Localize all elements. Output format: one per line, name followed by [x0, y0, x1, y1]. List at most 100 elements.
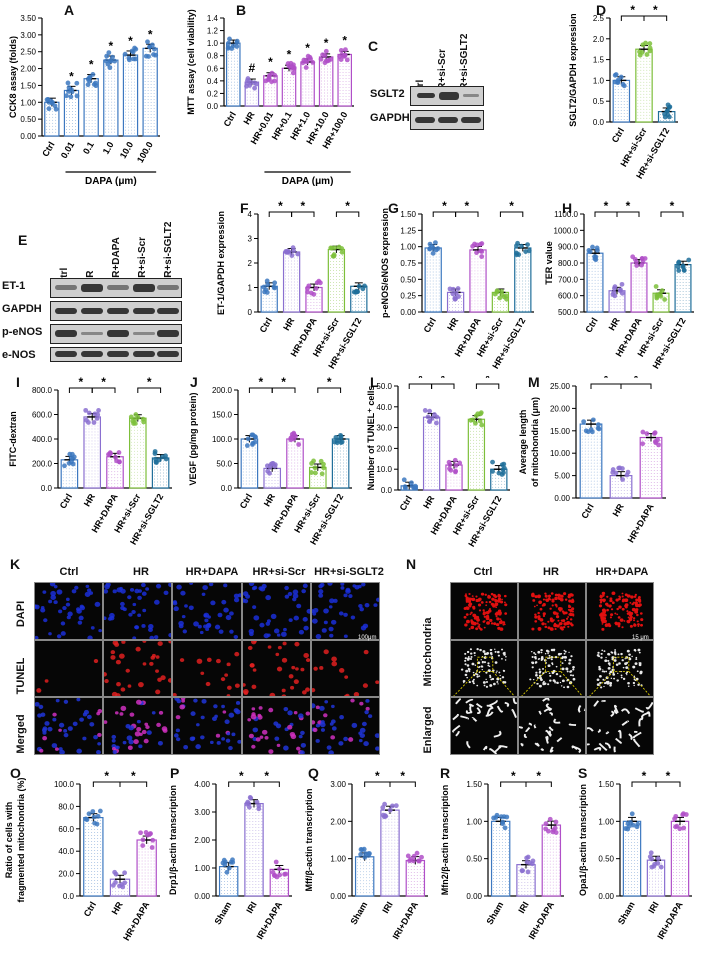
bar-pattern-dot	[588, 457, 589, 458]
bar-pattern-dot	[262, 806, 263, 807]
bar-pattern-dot	[140, 424, 141, 425]
bar-pattern-dot	[430, 284, 431, 285]
bar-pattern-dot	[454, 486, 455, 487]
bar-pattern-dot	[278, 887, 279, 888]
bar-pattern-dot	[612, 478, 613, 479]
bar-pattern-dot	[148, 81, 149, 82]
bar-pattern-dot	[131, 439, 132, 440]
bar-pattern-dot	[686, 282, 687, 283]
y-tick-label: 600.0	[558, 292, 579, 301]
bar-pattern-dot	[498, 478, 499, 479]
bar-pattern-dot	[154, 60, 155, 61]
bar-pattern-dot	[642, 293, 643, 294]
bar-pattern-dot	[285, 276, 286, 277]
bar-pattern-dot	[72, 471, 73, 472]
bar-pattern-dot	[591, 439, 592, 440]
bar-pattern-dot	[92, 105, 93, 106]
data-point	[504, 294, 509, 299]
bar-pattern-dot	[482, 440, 483, 441]
bar-pattern-dot	[475, 283, 476, 284]
bar-pattern-dot	[288, 267, 289, 268]
bar-pattern-dot	[111, 117, 112, 118]
bar-pattern-dot	[597, 472, 598, 473]
bar-pattern-dot	[95, 450, 96, 451]
bar-pattern-dot	[598, 304, 599, 305]
bar-pattern-dot	[142, 873, 143, 874]
bar-pattern-dot	[237, 85, 238, 86]
bar-pattern-dot	[522, 272, 523, 273]
bar-pattern-dot	[427, 311, 428, 312]
bar-pattern-dot	[428, 480, 429, 481]
bar-pattern-dot	[98, 423, 99, 424]
bar-pattern-dot	[284, 101, 285, 102]
bar-pattern-dot	[591, 460, 592, 461]
data-point	[655, 437, 660, 442]
bar-pattern-dot	[651, 494, 652, 495]
bar-pattern-dot	[597, 460, 598, 461]
bar-pattern-dot	[294, 457, 295, 458]
bar-pattern-dot	[131, 469, 132, 470]
bar-pattern-dot	[430, 278, 431, 279]
bar-pattern-dot	[601, 304, 602, 305]
bar-pattern-dot	[589, 304, 590, 305]
bar-pattern-dot	[686, 267, 687, 268]
bar-pattern-dot	[163, 485, 164, 486]
bar	[631, 263, 647, 312]
bar-pattern-dot	[86, 123, 87, 124]
bar-pattern-dot	[336, 258, 337, 259]
bar-pattern-dot	[615, 490, 616, 491]
bar-pattern-dot	[637, 106, 638, 107]
bar-pattern-dot	[633, 293, 634, 294]
bar-pattern-dot	[94, 835, 95, 836]
bar-pattern-dot	[66, 123, 67, 124]
bar-pattern-dot	[437, 426, 438, 427]
data-point	[53, 103, 58, 108]
bar-pattern-dot	[657, 452, 658, 453]
bar-pattern-dot	[470, 428, 471, 429]
bar-pattern-dot	[591, 493, 592, 494]
bar-pattern-dot	[294, 273, 295, 274]
bar-pattern-dot	[163, 476, 164, 477]
bar-pattern-dot	[654, 464, 655, 465]
bar-pattern-dot	[677, 288, 678, 289]
bar-pattern-dot	[664, 296, 665, 297]
bar-pattern-dot	[312, 68, 313, 69]
bar-pattern-dot	[262, 863, 263, 864]
bar-pattern-dot	[268, 90, 269, 91]
data-point	[430, 416, 435, 421]
bar-pattern-dot	[645, 455, 646, 456]
bar-pattern-dot	[519, 269, 520, 270]
bar-pattern-dot	[484, 301, 485, 302]
bar-pattern-dot	[436, 275, 437, 276]
bar-pattern-dot	[317, 485, 318, 486]
bar-pattern-dot	[343, 84, 344, 85]
bar-pattern-dot	[114, 108, 115, 109]
bar-pattern-dot	[148, 843, 149, 844]
bar-pattern-dot	[601, 295, 602, 296]
bar-pattern-dot	[643, 55, 644, 56]
bar-pattern-dot	[250, 812, 251, 813]
bar-pattern-dot	[597, 487, 598, 488]
bar-pattern-dot	[303, 74, 304, 75]
bar-pattern-dot	[642, 269, 643, 270]
data-point	[497, 296, 502, 301]
bar-pattern-dot	[425, 456, 426, 457]
bar-pattern-dot	[105, 69, 106, 70]
bar-pattern-dot	[425, 480, 426, 481]
bar-pattern-dot	[327, 84, 328, 85]
data-point	[329, 246, 334, 251]
bar-pattern-dot	[677, 282, 678, 283]
bar-pattern-dot	[75, 483, 76, 484]
bar-pattern-dot	[640, 94, 641, 95]
bar-pattern-dot	[256, 91, 257, 92]
bar-pattern-dot	[88, 865, 89, 866]
data-point	[500, 462, 505, 467]
bar-pattern-dot	[284, 80, 285, 81]
bar-pattern-dot	[66, 486, 67, 487]
bar-pattern-dot	[340, 75, 341, 76]
bar-pattern-dot	[94, 850, 95, 851]
bar-pattern-dot	[275, 301, 276, 302]
bar-pattern-dot	[262, 821, 263, 822]
bar-pattern-dot	[637, 115, 638, 116]
bar-pattern-dot	[151, 111, 152, 112]
